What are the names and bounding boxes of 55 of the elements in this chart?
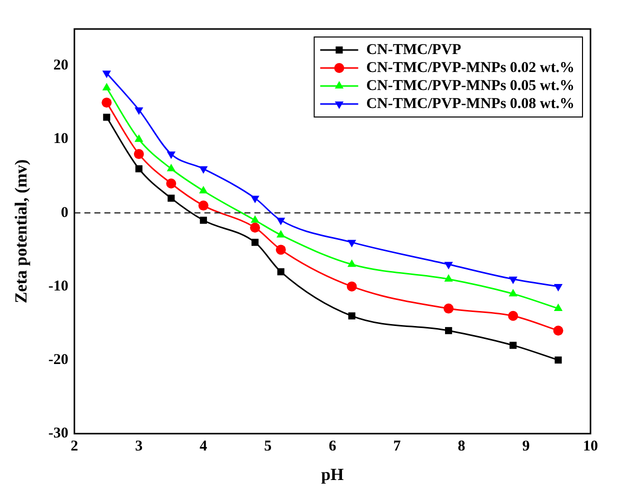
- point: [103, 114, 110, 121]
- point: [444, 304, 454, 314]
- x-tick-label: 7: [393, 438, 402, 454]
- y-tick-label: 0: [60, 204, 68, 221]
- point: [554, 356, 562, 364]
- point: [198, 200, 208, 211]
- point: [445, 327, 452, 334]
- x-tick-label: 2: [70, 438, 78, 454]
- point: [554, 284, 563, 292]
- x-tick-label: 9: [522, 438, 530, 454]
- x-tick-label: 6: [328, 438, 337, 454]
- point: [250, 196, 260, 204]
- point: [168, 194, 175, 202]
- point: [135, 165, 142, 172]
- point: [134, 149, 144, 160]
- point: [102, 70, 111, 78]
- point: [348, 312, 356, 320]
- point: [166, 178, 176, 188]
- y-axis-title: Zeta potential, (mv): [12, 159, 31, 304]
- legend-label: CN-TMC/PVP-MNPs 0.08 wt.%: [366, 96, 575, 112]
- point: [444, 262, 453, 270]
- x-tick-label: 5: [264, 438, 272, 454]
- point: [277, 268, 284, 276]
- point: [166, 152, 176, 160]
- point: [508, 310, 518, 321]
- point: [508, 288, 518, 296]
- point: [276, 218, 286, 226]
- x-tick-label: 3: [135, 438, 143, 454]
- x-axis-title: pH: [321, 465, 344, 484]
- x-tick-label: 8: [458, 438, 466, 454]
- point: [553, 326, 564, 336]
- point: [199, 166, 208, 174]
- x-tick-label: 10: [583, 438, 598, 454]
- point: [346, 281, 357, 292]
- point: [200, 216, 207, 224]
- point: [347, 240, 356, 248]
- point: [510, 342, 517, 349]
- y-tick-label: -10: [48, 278, 68, 294]
- y-tick-label: -30: [48, 425, 68, 442]
- legend-label: CN-TMC/PVP-MNPs 0.02 wt.%: [366, 60, 575, 76]
- y-tick-label: 20: [53, 58, 68, 74]
- point: [444, 274, 453, 282]
- point: [347, 259, 356, 267]
- point: [102, 98, 112, 108]
- x-tick-label: 4: [200, 438, 208, 454]
- y-tick-label: 10: [53, 131, 68, 148]
- point: [276, 244, 286, 255]
- point: [554, 304, 563, 312]
- point: [251, 238, 259, 246]
- legend-label: CN-TMC/PVP: [366, 42, 462, 58]
- y-tick-label: -20: [48, 352, 68, 368]
- point: [134, 107, 144, 115]
- point: [250, 222, 260, 233]
- legend-label: CN-TMC/PVP-MNPs 0.05 wt.%: [366, 78, 575, 94]
- point: [508, 276, 518, 284]
